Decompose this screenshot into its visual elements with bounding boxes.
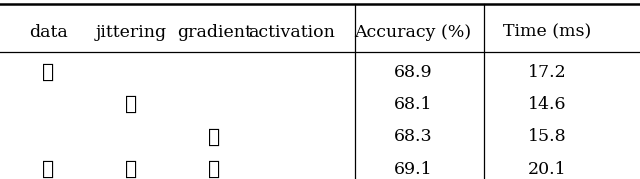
Text: ✓: ✓ [209, 160, 220, 179]
Text: ✓: ✓ [125, 160, 137, 179]
Text: ✓: ✓ [125, 95, 137, 114]
Text: 20.1: 20.1 [528, 161, 566, 178]
Text: activation: activation [248, 24, 335, 41]
Text: 68.1: 68.1 [394, 96, 432, 113]
Text: 15.8: 15.8 [528, 129, 566, 145]
Text: 69.1: 69.1 [394, 161, 432, 178]
Text: Accuracy (%): Accuracy (%) [354, 24, 472, 41]
Text: data: data [29, 24, 67, 41]
Text: 14.6: 14.6 [528, 96, 566, 113]
Text: ✓: ✓ [42, 160, 54, 179]
Text: gradient: gradient [177, 24, 252, 41]
Text: ✓: ✓ [209, 127, 220, 146]
Text: 68.9: 68.9 [394, 64, 432, 81]
Text: 17.2: 17.2 [528, 64, 566, 81]
Text: 68.3: 68.3 [394, 129, 432, 145]
Text: Time (ms): Time (ms) [503, 24, 591, 41]
Text: ✓: ✓ [42, 63, 54, 82]
Text: jittering: jittering [95, 24, 167, 41]
